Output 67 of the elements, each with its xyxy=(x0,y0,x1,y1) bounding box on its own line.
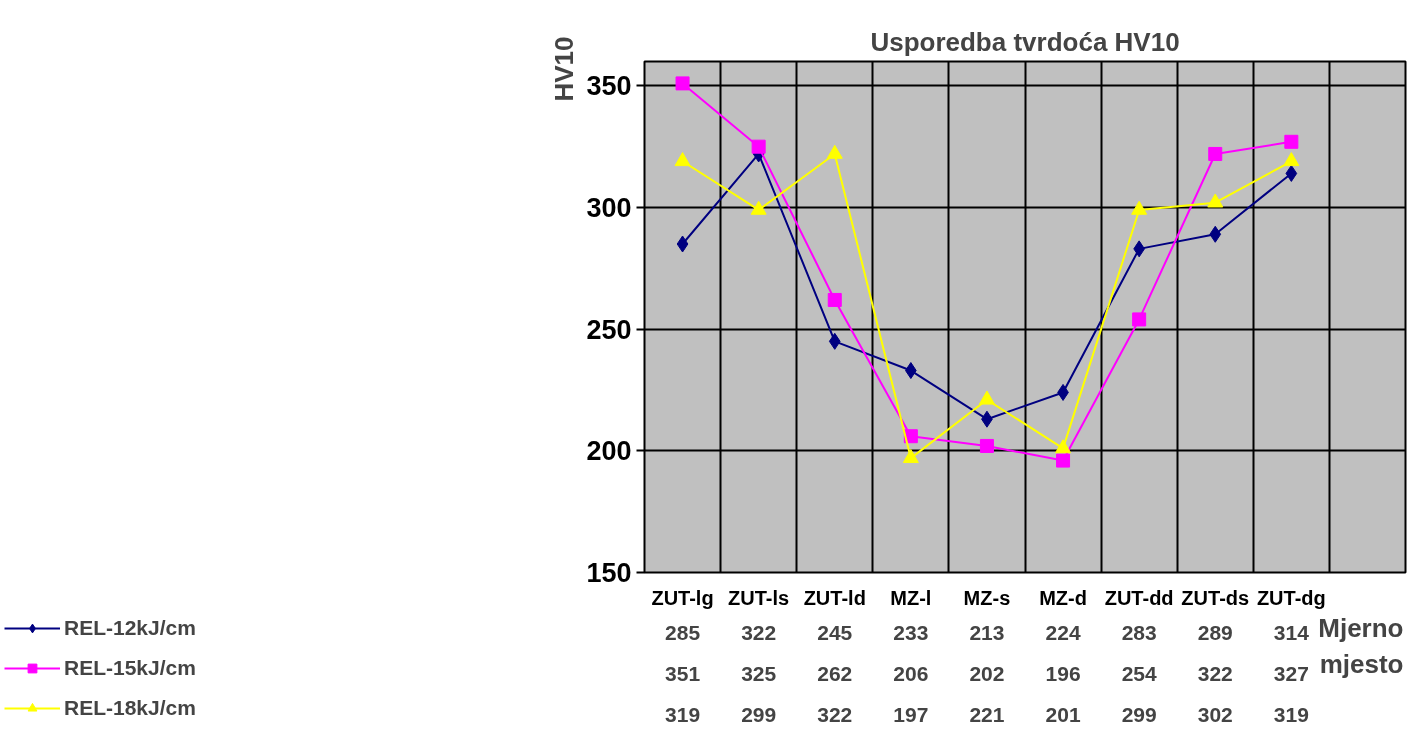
point xyxy=(1284,134,1299,149)
x-tick-label: MZ-l xyxy=(890,586,932,609)
point xyxy=(979,438,994,453)
y-axis-title: HV10 xyxy=(548,36,579,102)
x-tick-label: ZUT-dg xyxy=(1256,586,1326,609)
x-tick-label: ZUT-ld xyxy=(803,586,866,609)
point xyxy=(751,139,766,154)
data-label: 327 xyxy=(1273,661,1309,685)
point xyxy=(827,292,842,307)
data-label: 224 xyxy=(1045,620,1081,644)
data-label: 206 xyxy=(893,661,929,685)
data-label: 254 xyxy=(1121,661,1157,685)
point xyxy=(1208,146,1223,161)
data-label: 202 xyxy=(969,661,1005,685)
point xyxy=(1132,312,1147,327)
point xyxy=(1055,439,1072,454)
chart-title: Usporedba tvrdoća HV10 xyxy=(870,26,1180,57)
point xyxy=(1056,453,1071,468)
data-label: 314 xyxy=(1273,620,1310,644)
data-label: 299 xyxy=(741,702,777,726)
data-label: 285 xyxy=(665,620,701,644)
y-tick-label: 250 xyxy=(586,314,632,345)
y-tick-label: 200 xyxy=(586,436,632,467)
x-axis-title: Mjerno mjesto xyxy=(1318,612,1404,679)
x-tick-label: ZUT-dd xyxy=(1104,586,1174,609)
data-label: 262 xyxy=(817,661,853,685)
legend-label: REL-15kJ/cm xyxy=(64,656,196,680)
point xyxy=(826,144,843,159)
data-label: 319 xyxy=(1273,702,1309,726)
legend-label: REL-12kJ/cm xyxy=(64,616,196,640)
x-tick-label: MZ-d xyxy=(1039,586,1087,609)
point xyxy=(1209,225,1222,243)
point xyxy=(1283,152,1300,167)
data-label: 245 xyxy=(817,620,853,644)
data-label: 201 xyxy=(1045,702,1081,726)
x-tick-label: ZUT-ds xyxy=(1181,586,1250,609)
data-label: 221 xyxy=(969,702,1005,726)
point xyxy=(828,332,841,350)
data-label: 322 xyxy=(1197,661,1233,685)
data-label: 213 xyxy=(969,620,1005,644)
x-tick-label: MZ-s xyxy=(963,586,1011,609)
point xyxy=(1285,164,1298,182)
legend-label: REL-18kJ/cm xyxy=(64,696,196,720)
point xyxy=(675,76,690,91)
data-label: 283 xyxy=(1121,620,1157,644)
point xyxy=(674,152,691,167)
y-tick-label: 350 xyxy=(586,71,632,102)
x-tick-label: ZUT-ls xyxy=(728,586,790,609)
data-label: 302 xyxy=(1197,702,1233,726)
point xyxy=(978,390,995,405)
data-label: 351 xyxy=(665,661,701,685)
data-label: 322 xyxy=(817,702,853,726)
point xyxy=(1131,200,1148,215)
data-label: 196 xyxy=(1045,661,1081,685)
data-label: 325 xyxy=(741,661,777,685)
data-label: 322 xyxy=(741,620,777,644)
data-label: 299 xyxy=(1121,702,1157,726)
point xyxy=(750,200,767,215)
data-label: 197 xyxy=(893,702,929,726)
y-tick-label: 150 xyxy=(586,558,632,588)
x-tick-label: ZUT-lg xyxy=(651,586,714,609)
data-label: 319 xyxy=(665,702,701,726)
y-tick-label: 300 xyxy=(586,193,632,223)
data-label: 289 xyxy=(1197,620,1233,644)
point xyxy=(676,235,689,253)
data-label: 233 xyxy=(893,620,929,644)
point xyxy=(1207,193,1224,208)
